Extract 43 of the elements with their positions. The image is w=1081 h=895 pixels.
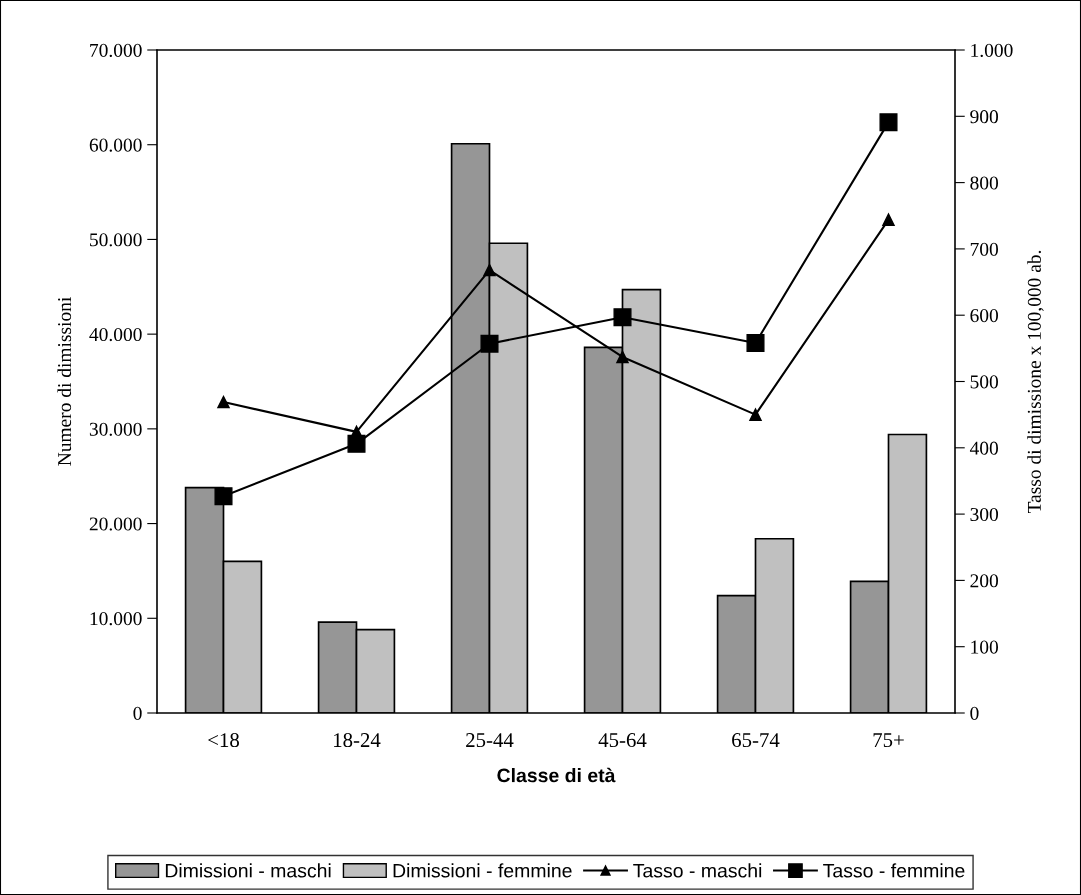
point <box>746 334 765 353</box>
y2-tick-label: 800 <box>970 176 999 190</box>
y-tick-label: 20.000 <box>89 517 142 531</box>
y-tick-label: 10.000 <box>90 612 142 626</box>
y-tick-label: 40.000 <box>89 327 142 342</box>
x-axis-title: Classe di età <box>497 767 616 783</box>
x-tick-label: 65-74 <box>732 733 780 748</box>
y2-tick-label: 200 <box>970 574 999 588</box>
y2-tick-label: 300 <box>970 507 999 522</box>
y-tick-label: 60.000 <box>89 138 142 152</box>
legend-label: Dimissioni - femmine <box>393 863 572 878</box>
point <box>613 308 632 327</box>
x-tick-label: <18 <box>208 733 239 748</box>
x-tick-label: 45-64 <box>598 733 647 748</box>
y2-tick-label: 400 <box>969 441 999 455</box>
point <box>616 350 629 364</box>
y2-tick-label: 700 <box>970 242 999 256</box>
point <box>217 395 230 409</box>
x-tick-label: 25-44 <box>466 733 514 748</box>
point <box>879 113 898 132</box>
y2-tick-label: 500 <box>970 375 999 389</box>
y2-tick-label: 0 <box>970 706 979 720</box>
point <box>882 213 895 226</box>
point <box>480 334 499 353</box>
point <box>347 434 366 453</box>
point <box>749 408 762 421</box>
legend-label: Dimissioni - maschi <box>165 863 331 878</box>
y2-tick-label: 600 <box>970 309 999 323</box>
y-axis-title: Numero di dimissioni <box>57 297 72 466</box>
y2-tick-label: 1.000 <box>971 43 1013 58</box>
x-tick-label: 75+ <box>873 733 904 748</box>
y-tick-label: 30.000 <box>89 422 142 436</box>
y-tick-label: 50.000 <box>90 233 142 247</box>
point <box>483 263 496 277</box>
legend-label: Tasso - femmine <box>823 863 965 878</box>
y2-tick-label: 100 <box>971 640 999 654</box>
point <box>214 487 233 506</box>
legend-label: Tasso - maschi <box>633 863 762 878</box>
y-tick-label: 0 <box>133 706 142 720</box>
y2-tick-label: 900 <box>970 110 999 124</box>
y2-axis-title: Tasso di dimissione x 100,000 ab. <box>1027 250 1044 514</box>
y-tick-label: 70.000 <box>90 43 142 58</box>
x-tick-label: 18-24 <box>334 733 381 748</box>
